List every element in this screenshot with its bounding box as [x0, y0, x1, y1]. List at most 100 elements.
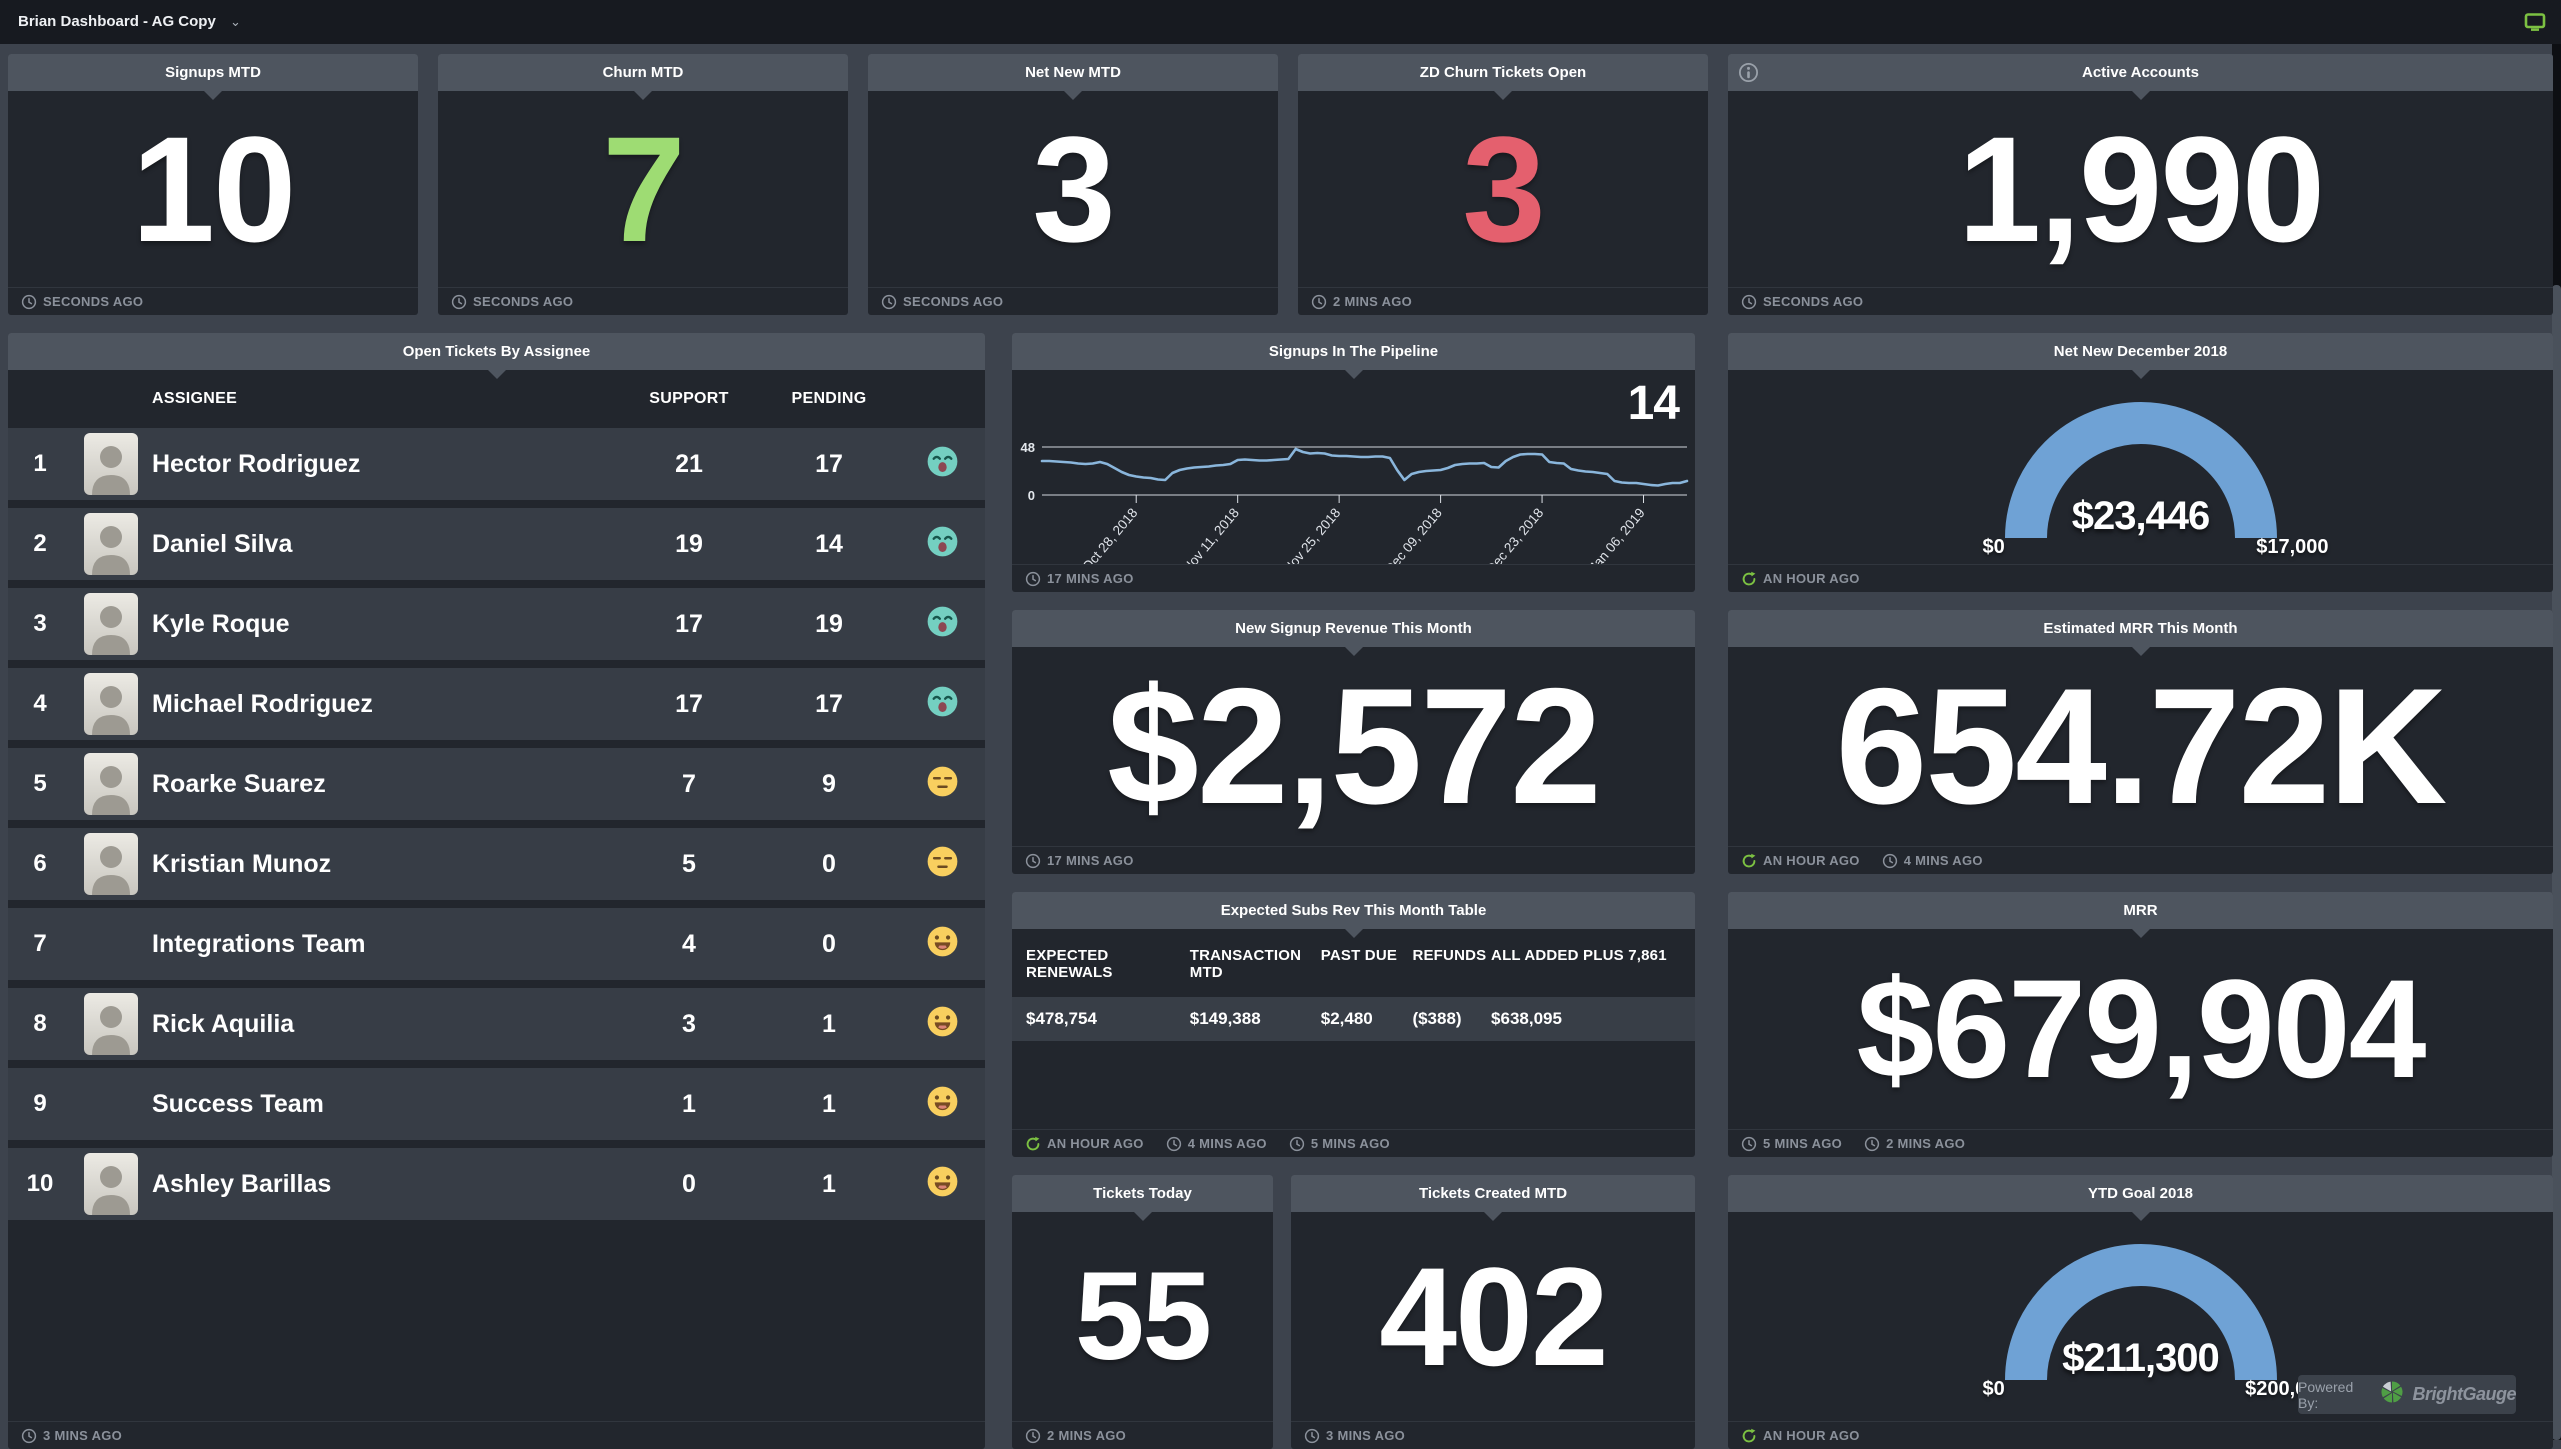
top-bar: Brian Dashboard - AG Copy ⌄ — [0, 0, 2561, 44]
card-footer: 3 MINS AGO — [1291, 1421, 1695, 1449]
timestamp: 3 MINS AGO — [1304, 1428, 1405, 1444]
avatar — [84, 833, 138, 895]
avatar-photo — [92, 766, 130, 815]
expected-subs-table: EXPECTED RENEWALS TRANSACTION MTD PAST D… — [1012, 929, 1695, 1129]
clock-icon — [1311, 294, 1327, 309]
svg-text:0: 0 — [1028, 488, 1035, 503]
card-title: New Signup Revenue This Month — [1235, 620, 1472, 637]
avatar — [84, 433, 138, 495]
happy-face-icon — [927, 1006, 957, 1037]
refresh-icon — [1742, 571, 1756, 585]
cell-transaction-mtd: $149,388 — [1189, 1009, 1261, 1028]
column-header: REFUNDS — [1412, 947, 1487, 964]
svg-text:Oct 28, 2018: Oct 28, 2018 — [1079, 505, 1140, 564]
assignee-name: Success Team — [152, 1089, 324, 1118]
svg-text:Dec 09, 2018: Dec 09, 2018 — [1382, 505, 1445, 564]
gauge-card-net-new-mtd[interactable]: Net New MTD 3 SECONDS AGO — [868, 54, 1278, 315]
gauge-card-signups-mtd[interactable]: Signups MTD 10 SECONDS AGO — [8, 54, 418, 315]
clock-icon — [1025, 1428, 1041, 1443]
sad-face-icon — [927, 526, 957, 557]
kpi-value: 10 — [131, 104, 297, 273]
gauge-card-new-signup-revenue[interactable]: New Signup Revenue This Month $2,572 17 … — [1012, 610, 1695, 874]
timestamp: SECONDS AGO — [451, 294, 573, 310]
gauge-card-open-tickets-by-assignee[interactable]: Open Tickets By Assignee ASSIGNEE SUPPOR… — [8, 333, 985, 1449]
powered-by-badge[interactable]: Powered By: BrightGauge — [2298, 1375, 2516, 1414]
scrollbar-thumb[interactable] — [2552, 285, 2561, 1440]
table-row: 6 Kristian Munoz 5 0 — [8, 828, 985, 900]
card-title: Estimated MRR This Month — [2043, 620, 2238, 637]
card-footer: SECONDS AGO — [868, 287, 1278, 315]
pending-count: 0 — [822, 929, 836, 958]
avatar-photo — [92, 846, 130, 895]
support-count: 19 — [675, 529, 703, 558]
gauge-min-label: $0 — [1982, 1378, 2005, 1400]
clock-icon — [1025, 853, 1041, 868]
card-title: Open Tickets By Assignee — [402, 343, 591, 360]
refresh-icon — [1026, 1136, 1040, 1150]
timestamp: 2 MINS AGO — [1025, 1428, 1126, 1444]
support-count: 7 — [682, 769, 696, 798]
card-title: Active Accounts — [2082, 64, 2199, 81]
timestamp: 2 MINS AGO — [1311, 294, 1412, 310]
timestamp: SECONDS AGO — [21, 294, 143, 310]
happy-face-icon — [927, 1166, 957, 1197]
refresh-icon — [1742, 1428, 1756, 1442]
card-footer: SECONDS AGO — [438, 287, 848, 315]
svg-text:Dec 23, 2018: Dec 23, 2018 — [1483, 505, 1546, 564]
column-header: EXPECTED RENEWALS — [1026, 947, 1113, 981]
clock-icon — [1741, 1136, 1757, 1151]
gauge-card-tickets-created-mtd[interactable]: Tickets Created MTD 402 3 MINS AGO — [1291, 1175, 1695, 1449]
table-row: 3 Kyle Roque 17 19 — [8, 588, 985, 660]
timestamp: AN HOUR AGO — [1741, 571, 1860, 587]
dashboard-title-dropdown[interactable]: Brian Dashboard - AG Copy ⌄ — [18, 0, 241, 44]
gauge-card-net-new-december[interactable]: Net New December 2018 $23,446 $0 $17,000… — [1728, 333, 2553, 592]
card-footer: AN HOUR AGO 4 MINS AGO — [1728, 846, 2553, 874]
gauge-card-active-accounts[interactable]: Active Accounts 1,990 SECONDS AGO — [1728, 54, 2553, 315]
card-footer: 17 MINS AGO — [1012, 564, 1695, 592]
support-count: 21 — [675, 449, 703, 478]
rank: 7 — [33, 930, 47, 957]
gauge-card-mrr[interactable]: MRR $679,904 5 MINS AGO 2 MINS AGO — [1728, 892, 2553, 1157]
gauge-card-churn-mtd[interactable]: Churn MTD 7 SECONDS AGO — [438, 54, 848, 315]
info-icon[interactable] — [1738, 62, 1759, 83]
timestamp: 5 MINS AGO — [1289, 1136, 1390, 1152]
kpi-value: 3 — [1462, 104, 1545, 273]
table-row: 7 Integrations Team 4 0 — [8, 908, 985, 980]
gauge-card-signups-pipeline[interactable]: Signups In The Pipeline 14 48 0 Oct 28, 20… — [1012, 333, 1695, 592]
table-header-row: EXPECTED RENEWALS TRANSACTION MTD PAST D… — [1026, 939, 1681, 997]
meh-face-icon — [927, 766, 957, 797]
card-title: Expected Subs Rev This Month Table — [1220, 902, 1487, 919]
happy-face-icon — [927, 926, 957, 957]
card-footer: SECONDS AGO — [8, 287, 418, 315]
card-footer: AN HOUR AGO 4 MINS AGO 5 MINS AGO — [1012, 1129, 1695, 1157]
pending-count: 0 — [822, 849, 836, 878]
assignee-name: Hector Rodriguez — [152, 449, 361, 478]
avatar — [84, 513, 138, 575]
cell-all-added: $638,095 — [1491, 1009, 1562, 1028]
card-title: YTD Goal 2018 — [2087, 1185, 2194, 1202]
avatar — [84, 753, 138, 815]
table-row: 1 Hector Rodriguez 21 17 — [8, 428, 985, 500]
rank: 3 — [33, 610, 47, 637]
tv-mode-icon[interactable] — [2523, 13, 2547, 32]
card-title: Signups MTD — [165, 64, 261, 81]
assignee-name: Integrations Team — [152, 929, 366, 958]
assignee-name: Ashley Barillas — [152, 1169, 332, 1198]
timestamp: 4 MINS AGO — [1166, 1136, 1267, 1152]
gauge-card-estimated-mrr[interactable]: Estimated MRR This Month 654.72K AN HOUR… — [1728, 610, 2553, 874]
card-footer: 3 MINS AGO — [8, 1421, 985, 1449]
dashboard-title: Brian Dashboard - AG Copy — [18, 13, 216, 30]
gauge-card-zd-churn-tickets[interactable]: ZD Churn Tickets Open 3 2 MINS AGO — [1298, 54, 1708, 315]
rank: 10 — [26, 1170, 54, 1197]
gauge-card-expected-subs-rev[interactable]: Expected Subs Rev This Month Table EXPEC… — [1012, 892, 1695, 1157]
powered-by-label: Powered By: — [2298, 1378, 2354, 1411]
gauge-card-tickets-today[interactable]: Tickets Today 55 2 MINS AGO — [1012, 1175, 1273, 1449]
support-count: 0 — [682, 1169, 696, 1198]
avatar — [84, 1153, 138, 1215]
table-header-row: ASSIGNEE SUPPORT PENDING — [8, 376, 985, 422]
assignee-name: Michael Rodriguez — [152, 689, 373, 718]
cell-refunds: ($388) — [1412, 1009, 1462, 1028]
support-count: 3 — [682, 1009, 696, 1038]
avatar-photo — [92, 686, 130, 735]
clock-icon — [1304, 1428, 1320, 1443]
